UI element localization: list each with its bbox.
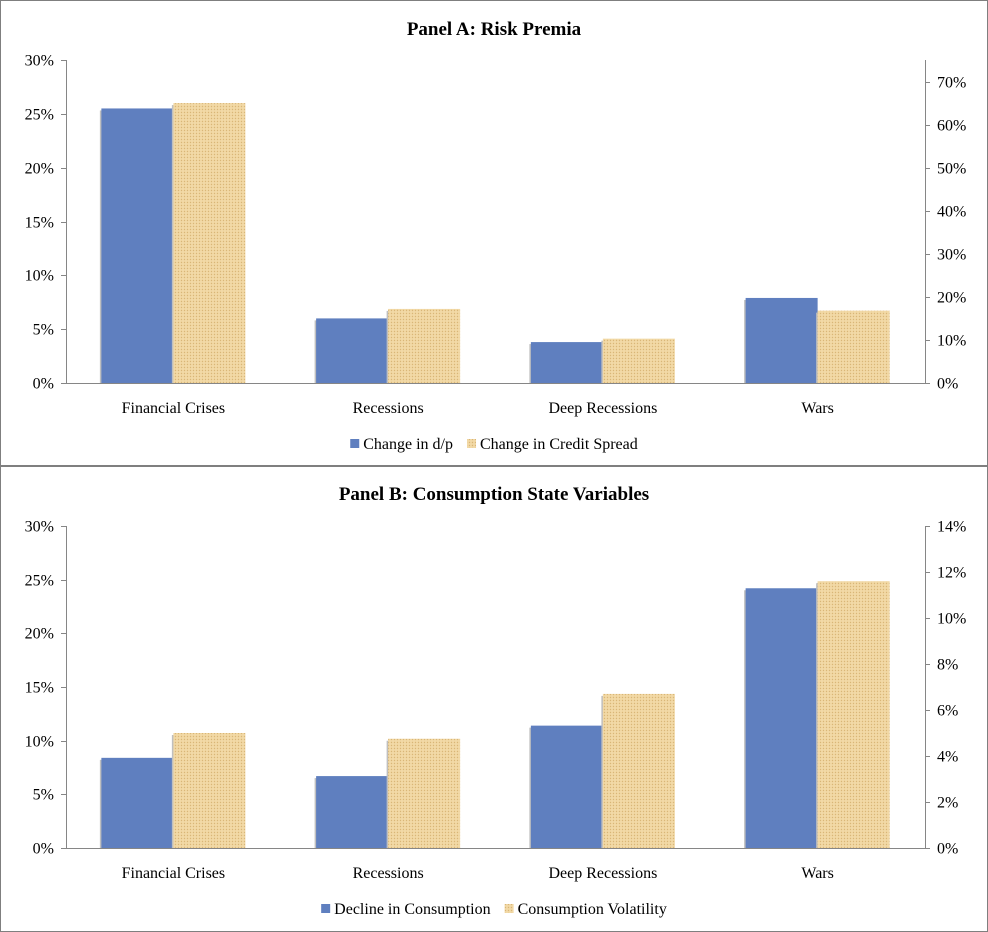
bar-secondary: [173, 103, 246, 384]
right-tick-label: 20%: [937, 290, 966, 307]
bar-shadow: [744, 299, 747, 383]
bar-shadow: [386, 310, 389, 383]
bar-shadow: [171, 735, 174, 848]
bar-primary: [316, 776, 389, 848]
category-label: Wars: [801, 400, 833, 417]
category-label: Deep Recessions: [548, 400, 657, 417]
right-tick-label: 50%: [937, 161, 966, 178]
left-tick-label: 15%: [25, 215, 54, 232]
bar-shadow: [314, 320, 317, 383]
left-tick-label: 5%: [33, 322, 54, 339]
right-tick-label: 70%: [937, 75, 966, 92]
legend-label: Decline in Consumption: [334, 901, 490, 918]
right-tick-label: 6%: [937, 703, 958, 720]
bar-shadow: [744, 590, 747, 848]
legend-swatch-secondary: [467, 439, 477, 448]
right-tick-label: 2%: [937, 795, 958, 812]
bar-primary: [101, 108, 174, 383]
bar-shadow: [601, 340, 604, 383]
right-tick-label: 10%: [937, 333, 966, 350]
right-tick-label: 0%: [937, 376, 958, 393]
panel-title: Panel A: Risk Premia: [407, 19, 582, 40]
legend: Change in d/p Change in Credit Spread: [350, 436, 638, 453]
legend-label: Change in d/p: [363, 436, 453, 453]
bar-shadow: [314, 778, 317, 848]
bar-shadow: [529, 344, 532, 383]
panel-title: Panel B: Consumption State Variables: [339, 484, 649, 505]
right-tick-label: 12%: [937, 565, 966, 582]
bar-secondary: [602, 693, 675, 848]
left-tick-label: 20%: [25, 626, 54, 643]
left-tick-label: 15%: [25, 680, 54, 697]
chart-panel-2: Panel B: Consumption State Variables 0% 5%…: [0, 466, 988, 932]
right-tick-label: 60%: [937, 118, 966, 135]
bar-shadow: [816, 312, 819, 383]
bar-secondary: [817, 581, 890, 848]
right-tick-label: 40%: [937, 204, 966, 221]
bar-shadow: [601, 695, 604, 848]
left-tick-label: 10%: [25, 734, 54, 751]
bar-primary: [745, 297, 818, 383]
left-tick-label: 30%: [25, 519, 54, 536]
bar-shadow: [816, 583, 819, 848]
bar-primary: [530, 342, 603, 383]
left-tick-label: 25%: [25, 573, 54, 590]
legend-swatch-primary: [321, 904, 331, 913]
bar-secondary: [388, 738, 461, 848]
legend-swatch-secondary: [504, 904, 514, 913]
legend: Decline in Consumption Consumption Volati…: [321, 901, 667, 918]
legend-swatch-primary: [350, 439, 360, 448]
bar-shadow: [529, 727, 532, 848]
category-label: Recessions: [353, 865, 424, 882]
left-tick-label: 0%: [33, 376, 54, 393]
legend-label: Change in Credit Spread: [480, 436, 638, 453]
category-label: Financial Crises: [122, 865, 226, 882]
right-tick-label: 0%: [937, 841, 958, 858]
right-tick-label: 10%: [937, 611, 966, 628]
bar-shadow: [99, 759, 102, 848]
bar-primary: [745, 588, 818, 848]
right-tick-label: 8%: [937, 657, 958, 674]
bar-shadow: [171, 105, 174, 384]
category-label: Deep Recessions: [548, 865, 657, 882]
category-label: Financial Crises: [122, 400, 226, 417]
right-tick-label: 4%: [937, 749, 958, 766]
category-label: Wars: [801, 865, 833, 882]
bar-secondary: [173, 733, 246, 848]
left-tick-label: 20%: [25, 161, 54, 178]
bar-primary: [530, 725, 603, 848]
legend-label: Consumption Volatility: [518, 901, 667, 918]
right-tick-label: 30%: [937, 247, 966, 264]
category-label: Recessions: [353, 400, 424, 417]
bar-shadow: [386, 740, 389, 848]
chart-panel-1: Panel A: Risk Premia 0% 5% 10% 15% 20% 25% 30% 0…: [0, 0, 988, 466]
bar-secondary: [602, 338, 675, 383]
bar-secondary: [817, 310, 890, 383]
right-tick-label: 14%: [937, 519, 966, 536]
bar-primary: [101, 757, 174, 848]
left-tick-label: 30%: [25, 53, 54, 70]
left-tick-label: 25%: [25, 107, 54, 124]
left-tick-label: 0%: [33, 841, 54, 858]
left-tick-label: 5%: [33, 787, 54, 804]
bar-shadow: [99, 110, 102, 383]
left-tick-label: 10%: [25, 268, 54, 285]
bar-secondary: [388, 308, 461, 383]
bar-primary: [316, 318, 389, 383]
